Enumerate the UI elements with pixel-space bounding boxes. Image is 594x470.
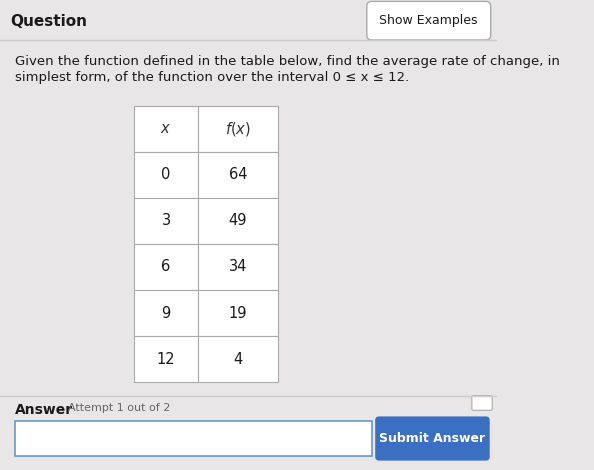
- Text: Answer: Answer: [15, 403, 73, 417]
- Text: 49: 49: [229, 213, 247, 228]
- Text: 64: 64: [229, 167, 247, 182]
- FancyBboxPatch shape: [375, 416, 489, 461]
- Text: 6: 6: [162, 259, 170, 274]
- Text: 0: 0: [162, 167, 170, 182]
- Text: 9: 9: [162, 306, 170, 321]
- Text: 3: 3: [162, 213, 170, 228]
- Text: simplest form, of the function over the interval 0 ≤ x ≤ 12.: simplest form, of the function over the …: [15, 70, 409, 84]
- Bar: [134, 198, 198, 244]
- Text: Given the function defined in the table below, find the average rate of change, : Given the function defined in the table …: [15, 55, 560, 69]
- Text: 12: 12: [157, 352, 175, 367]
- Bar: [198, 152, 277, 198]
- Text: $f(x)$: $f(x)$: [225, 120, 251, 138]
- Bar: [198, 198, 277, 244]
- Bar: [198, 106, 277, 152]
- Text: Attempt 1 out of 2: Attempt 1 out of 2: [68, 403, 171, 413]
- Bar: [134, 244, 198, 290]
- Text: 34: 34: [229, 259, 247, 274]
- Text: Submit Answer: Submit Answer: [379, 432, 485, 445]
- Text: Question: Question: [10, 14, 87, 29]
- Text: Show Examples: Show Examples: [380, 14, 478, 27]
- Bar: [198, 290, 277, 336]
- Bar: [134, 106, 198, 152]
- Bar: [198, 336, 277, 382]
- Bar: [134, 336, 198, 382]
- Bar: [198, 244, 277, 290]
- Text: $x$: $x$: [160, 121, 172, 136]
- Bar: [134, 290, 198, 336]
- Text: 4: 4: [233, 352, 242, 367]
- Bar: [15, 421, 372, 456]
- FancyBboxPatch shape: [472, 396, 492, 410]
- Bar: [134, 152, 198, 198]
- Text: 19: 19: [229, 306, 247, 321]
- FancyBboxPatch shape: [366, 1, 491, 40]
